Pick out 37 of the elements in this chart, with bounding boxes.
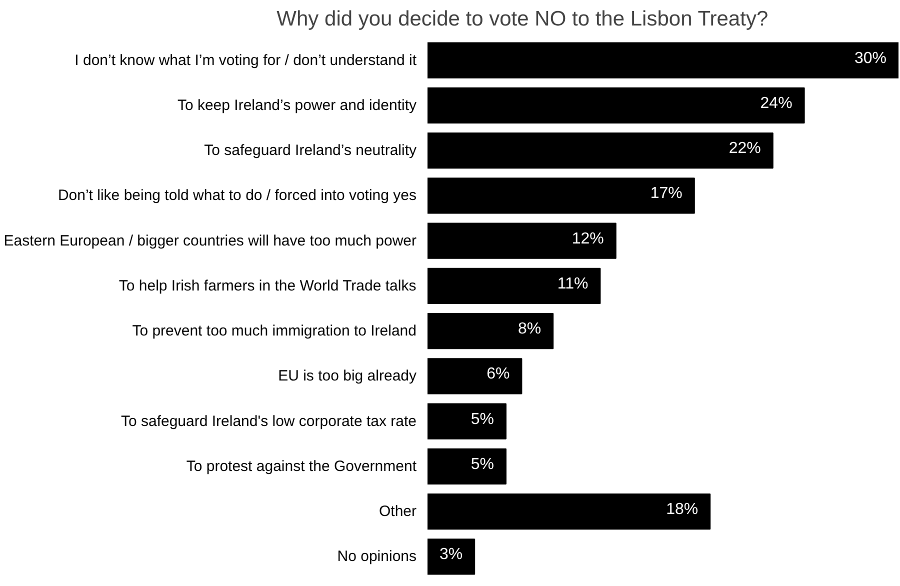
y-tick-label: Don’t like being told what to do / forced into voting yes	[58, 187, 417, 204]
data-label: 24%	[760, 94, 792, 112]
bar	[428, 42, 898, 78]
bar	[428, 268, 601, 304]
y-tick-label: To safeguard Ireland’s neutrality	[204, 142, 417, 160]
bar	[428, 403, 506, 440]
bar	[428, 87, 805, 124]
y-tick-label: To help Irish farmers in the World Trade talks	[118, 277, 416, 294]
chart-title: Why did you decide to vote NO to the Lisbon Treaty?	[276, 8, 768, 30]
data-label: 5%	[470, 410, 494, 428]
data-label: 17%	[650, 185, 682, 202]
bar	[428, 222, 616, 259]
bar	[428, 178, 695, 214]
y-tick-label: To prevent too much immigration to Ireland	[132, 322, 417, 340]
data-label: 11%	[557, 275, 588, 292]
data-label: 6%	[486, 366, 510, 383]
data-label: 18%	[666, 501, 698, 518]
bar	[428, 448, 506, 485]
y-tick-label: To protest against the Government	[186, 458, 418, 475]
data-label: 5%	[470, 456, 494, 473]
bar	[428, 358, 522, 394]
data-label: 3%	[439, 546, 463, 564]
y-tick-label: No opinions	[337, 548, 416, 566]
y-tick-label: Eastern European / bigger countries will have too much power	[4, 232, 417, 250]
y-tick-label: To keep Ireland’s power and identity	[177, 96, 417, 114]
data-label: 30%	[854, 50, 887, 67]
data-label: 22%	[728, 140, 761, 158]
data-label: 8%	[518, 320, 542, 338]
y-tick-label: EU is too big already	[278, 368, 417, 385]
bar	[428, 493, 711, 530]
y-tick-label: I don’t know what I’m voting for / don’t understand it	[74, 52, 418, 69]
y-tick-label: To safeguard Ireland's low corporate tax rate	[120, 412, 417, 430]
bar	[428, 538, 476, 575]
bar	[428, 312, 554, 350]
y-tick-label: Other	[378, 503, 417, 520]
bar	[428, 132, 774, 169]
data-label: 12%	[572, 230, 604, 248]
